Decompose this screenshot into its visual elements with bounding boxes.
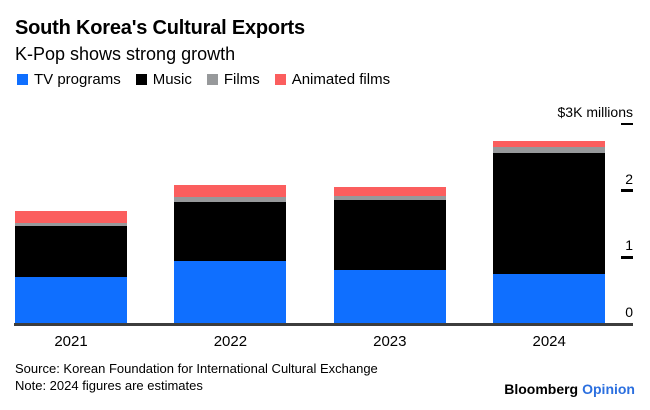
y-tick-label-1: 1 (625, 237, 633, 254)
y-axis-unit-label: $3K millions (557, 104, 633, 120)
x-axis-label-2021: 2021 (54, 333, 88, 350)
bar-segment-tv-programs-2021 (15, 276, 127, 324)
y-tick-label-2: 2 (625, 170, 633, 187)
bar-segment-music-2021 (15, 226, 127, 277)
source-text: Source: Korean Foundation for Internatio… (15, 361, 378, 376)
legend-item-animated-films: Animated films (274, 71, 391, 88)
bar-segment-tv-programs-2024 (493, 274, 606, 324)
bar-segment-animated-films-2022 (174, 184, 287, 198)
x-axis-line (14, 323, 633, 326)
bar-segment-music-2023 (333, 200, 446, 270)
brand-name: Bloomberg (504, 381, 579, 397)
y-tick-label-0: 0 (625, 304, 633, 320)
bar-segment-animated-films-2023 (333, 187, 446, 196)
y-tick-dash-3 (621, 122, 633, 126)
bar-segment-films-2021 (15, 222, 127, 226)
legend-swatch-films (206, 74, 218, 85)
bar-segment-music-2022 (174, 202, 287, 262)
bar-segment-films-2023 (333, 196, 446, 200)
note-text: Note: 2024 figures are estimates (15, 378, 203, 393)
legend-item-tv-programs: TV programs (17, 72, 121, 87)
legend-label: Music (152, 71, 192, 88)
bar-segment-tv-programs-2023 (333, 270, 446, 324)
brand-logo: Bloomberg Opinion (504, 381, 635, 397)
chart-subtitle: K-Pop shows strong growth (15, 44, 236, 64)
legend-item-films: Films (206, 71, 260, 88)
brand-edition: Opinion (582, 381, 635, 397)
bar-segment-tv-programs-2022 (174, 261, 287, 324)
bar-segment-films-2022 (174, 197, 287, 202)
page-title: South Korea's Cultural Exports (15, 17, 305, 39)
bar-segment-animated-films-2021 (15, 210, 127, 223)
x-axis-label-2023: 2023 (373, 333, 407, 350)
x-axis-label-2024: 2024 (532, 333, 566, 350)
legend: TV programs Music Films Animated films (17, 72, 390, 87)
legend-swatch-animated-films (274, 74, 286, 85)
x-axis-label-2022: 2022 (213, 333, 248, 350)
legend-swatch-tv-programs (17, 74, 28, 85)
legend-item-music: Music (135, 71, 192, 88)
y-tick-dash-1 (621, 256, 633, 259)
bar-segment-music-2024 (493, 153, 606, 274)
legend-label: Animated films (291, 71, 391, 88)
bar-segment-animated-films-2024 (493, 141, 606, 148)
legend-label: Films (223, 71, 260, 88)
y-tick-dash-2 (621, 189, 633, 192)
bar-segment-films-2024 (493, 147, 606, 154)
legend-swatch-music (135, 74, 147, 85)
legend-label: TV programs (34, 71, 121, 88)
